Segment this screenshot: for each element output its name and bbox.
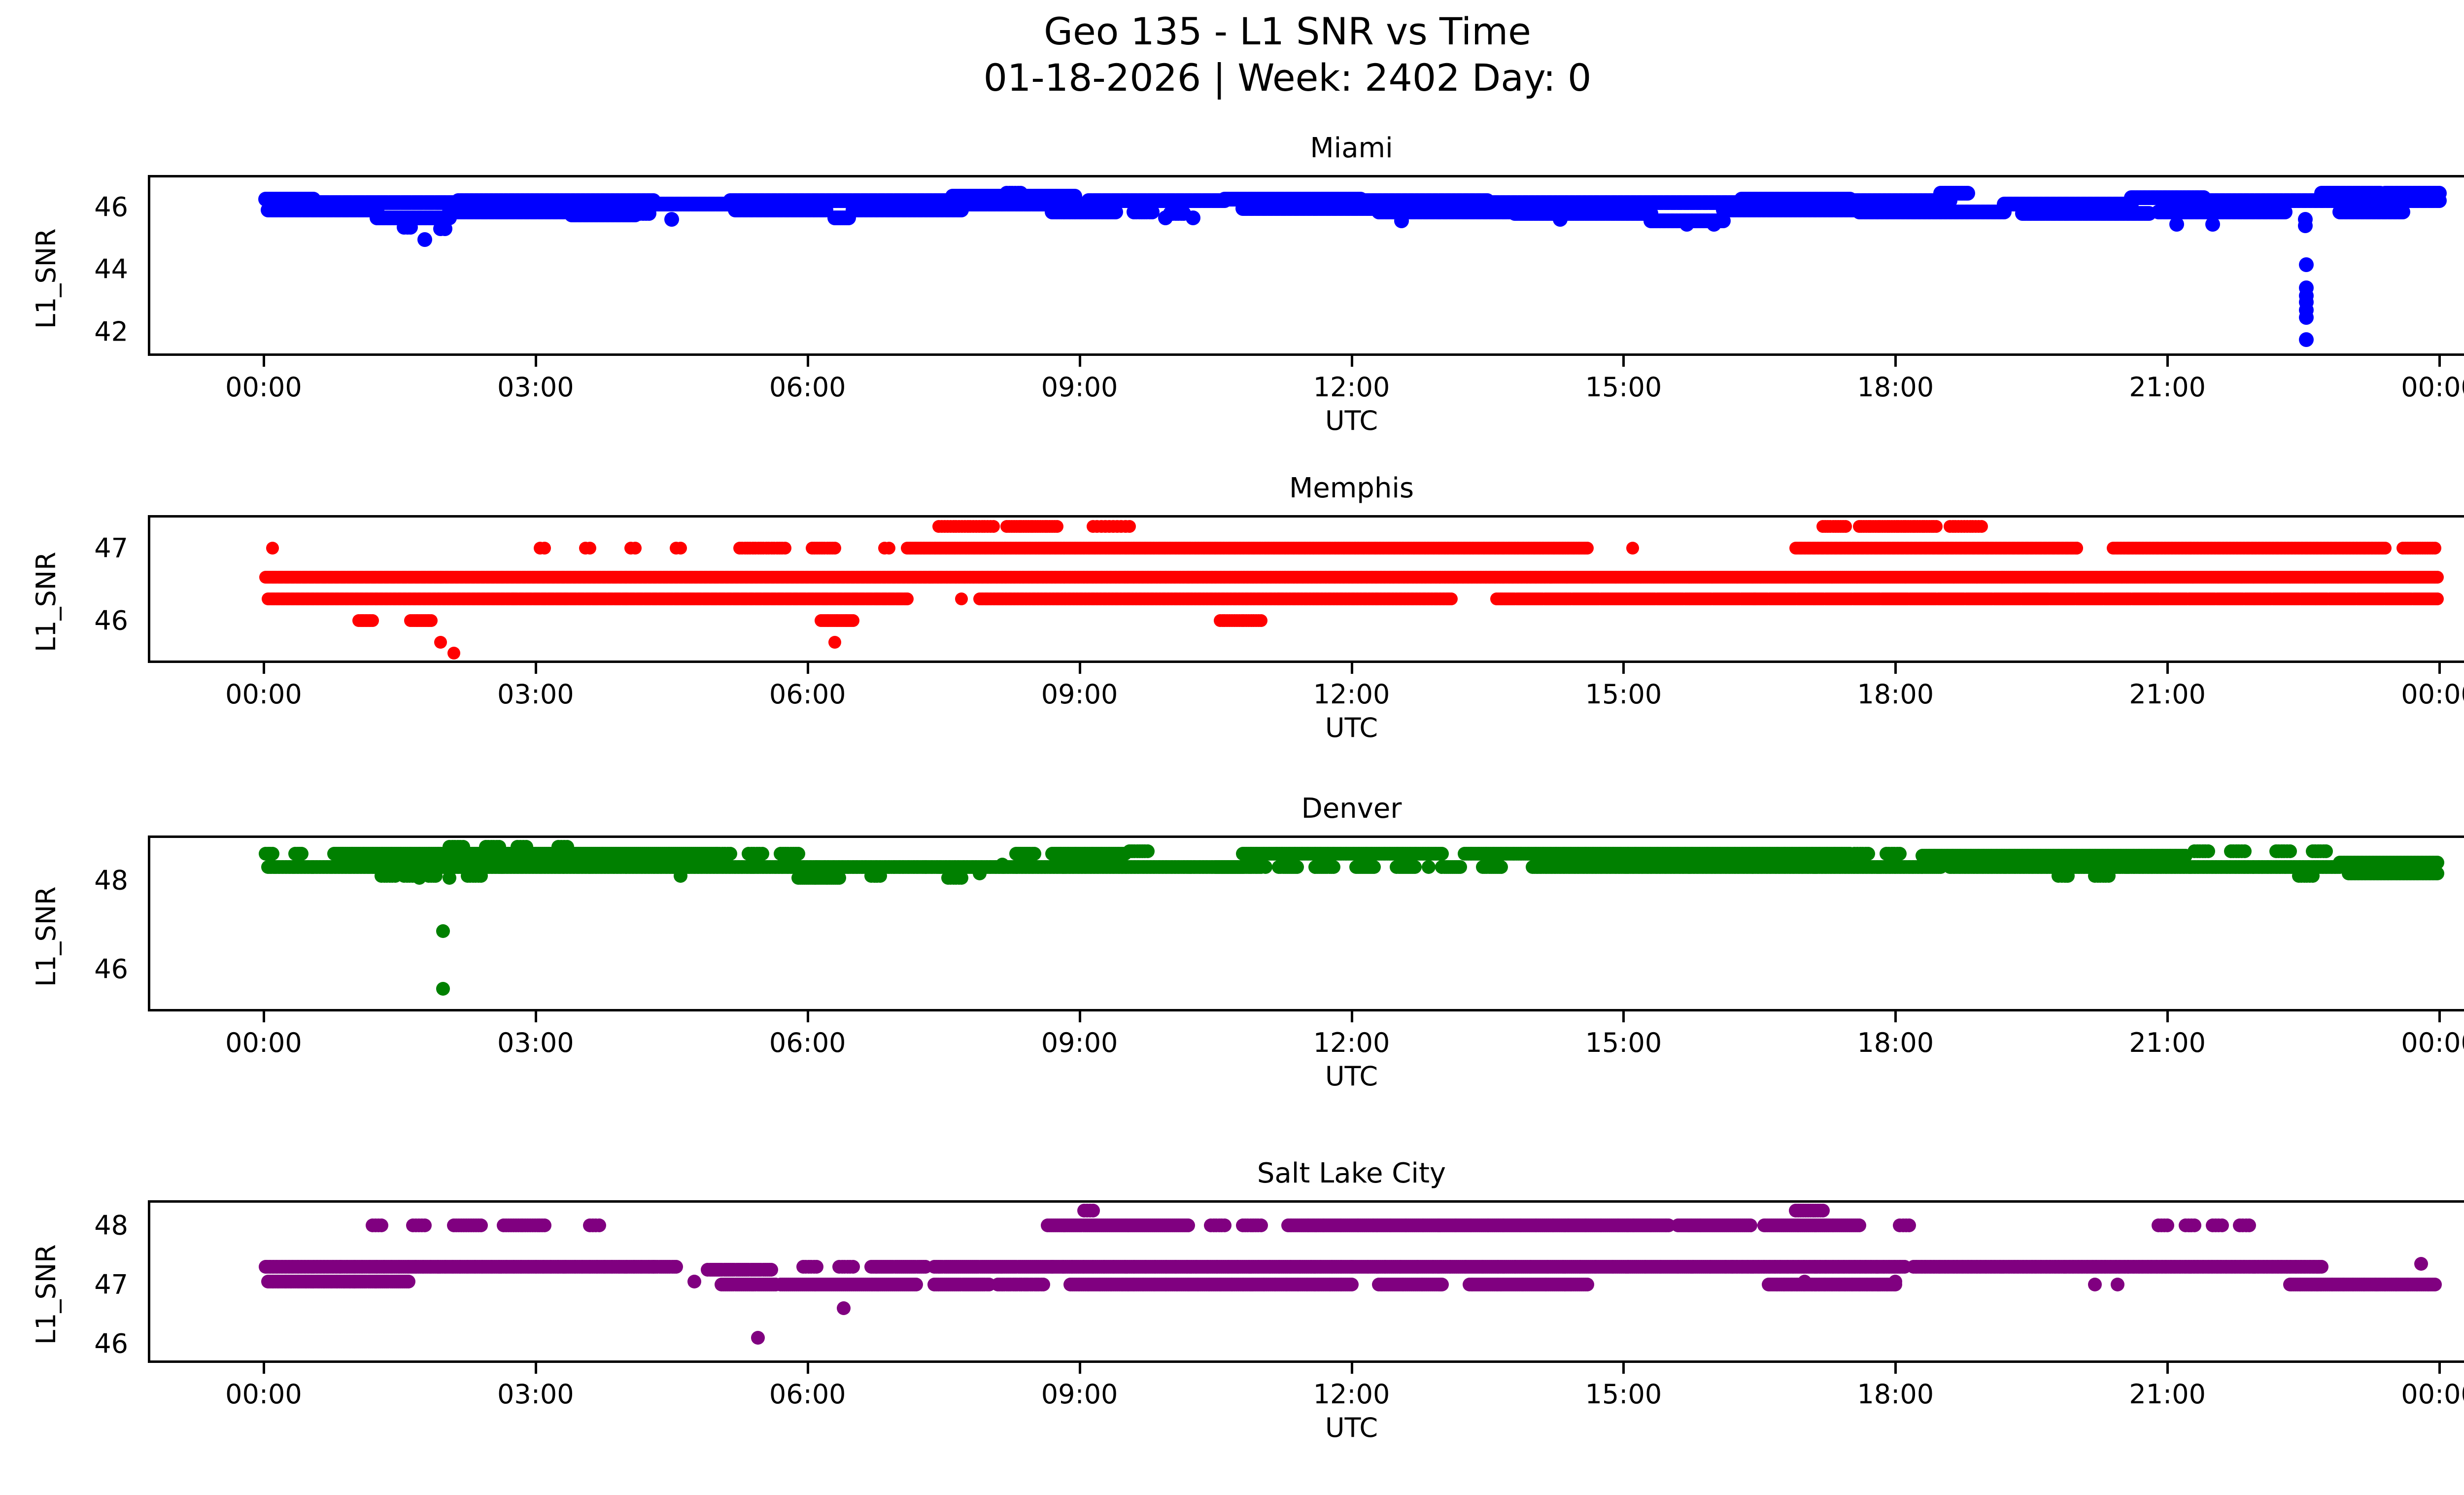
data-point [883, 541, 896, 555]
figure-title-line2: 01-18-2026 | Week: 2402 Day: 0 [983, 56, 1592, 100]
data-point [2298, 310, 2314, 325]
data-point [1050, 520, 1063, 533]
data-point [2432, 193, 2447, 209]
x-tick-mark [534, 356, 537, 367]
x-tick-mark [262, 663, 265, 674]
x-axis-label: UTC [1325, 405, 1378, 436]
figure-title-line1: Geo 135 - L1 SNR vs Time [1044, 9, 1531, 53]
x-tick-mark [2166, 356, 2169, 367]
data-point [629, 541, 642, 555]
data-point [2205, 216, 2221, 232]
y-axis-label: L1_SNR [31, 228, 62, 329]
x-tick-mark [806, 356, 809, 367]
x-tick-label: 00:00 [225, 372, 302, 403]
x-tick-label: 21:00 [2129, 372, 2206, 403]
x-tick-label: 18:00 [1857, 372, 1934, 403]
y-tick-mark [148, 268, 150, 271]
data-point [1444, 592, 1458, 605]
y-tick-label: 46 [94, 191, 128, 223]
x-tick-mark [262, 356, 265, 367]
x-tick-label: 09:00 [1041, 372, 1118, 403]
x-tick-label: 06:00 [769, 372, 846, 403]
plot-area [148, 175, 2464, 356]
x-tick-mark [1894, 356, 1897, 367]
data-point [664, 212, 679, 227]
data-point [1679, 216, 1695, 232]
data-point [987, 520, 1000, 533]
x-tick-label: 03:00 [497, 372, 574, 403]
x-tick-label: 09:00 [1041, 679, 1118, 710]
x-tick-mark [2166, 663, 2169, 674]
data-point [1123, 520, 1136, 533]
y-tick-label: 44 [94, 253, 128, 285]
x-tick-label: 03:00 [497, 679, 574, 710]
y-tick-label: 42 [94, 316, 128, 348]
x-tick-label: 21:00 [2129, 679, 2206, 710]
data-point [1013, 185, 1028, 201]
x-tick-label: 00:00 [2401, 679, 2464, 710]
data-point [828, 541, 841, 555]
y-tick-mark [148, 331, 150, 333]
x-tick-mark [1350, 663, 1353, 674]
data-point [2297, 218, 2313, 233]
x-tick-label: 12:00 [1313, 679, 1390, 710]
data-point [2169, 216, 2184, 232]
data-point [1185, 210, 1200, 226]
x-tick-label: 18:00 [1857, 679, 1934, 710]
x-tick-mark [1078, 356, 1081, 367]
x-tick-label: 15:00 [1585, 372, 1662, 403]
data-point [366, 614, 379, 627]
data-point [538, 541, 551, 555]
data-point [641, 206, 656, 221]
data-point [2298, 332, 2314, 347]
data-point [437, 221, 452, 237]
x-tick-mark [806, 663, 809, 674]
x-tick-label: 00:00 [225, 679, 302, 710]
x-tick-mark [1078, 663, 1081, 674]
data-point [425, 614, 438, 627]
data-point [778, 541, 791, 555]
data-point [1254, 614, 1267, 627]
plot-area [148, 515, 2464, 663]
x-tick-mark [534, 663, 537, 674]
x-tick-mark [2438, 663, 2441, 674]
x-tick-mark [2438, 356, 2441, 367]
data-point [1144, 204, 1160, 219]
x-tick-label: 00:00 [2401, 372, 2464, 403]
x-axis-label: UTC [1325, 712, 1378, 743]
data-point [583, 541, 597, 555]
y-axis-label: L1_SNR [31, 552, 62, 652]
data-point [403, 220, 418, 235]
x-tick-mark [1350, 356, 1353, 367]
y-tick-mark [148, 206, 150, 209]
subplot-title: Miami [1310, 132, 1393, 164]
data-point [1552, 212, 1568, 227]
data-point [1158, 210, 1173, 226]
data-point [1707, 216, 1722, 232]
data-point [1394, 213, 1409, 229]
x-tick-label: 06:00 [769, 679, 846, 710]
x-tick-label: 12:00 [1313, 372, 1390, 403]
x-tick-mark [1622, 663, 1625, 674]
data-point [1960, 185, 1976, 201]
x-tick-mark [1894, 663, 1897, 674]
x-tick-mark [1622, 356, 1625, 367]
data-point [1580, 541, 1594, 555]
x-tick-label: 15:00 [1585, 679, 1662, 710]
data-point [2298, 257, 2314, 272]
data-point [846, 614, 859, 627]
data-point [674, 541, 687, 555]
subplot-title: Memphis [1289, 472, 1414, 504]
data-point [901, 592, 914, 605]
data-point [417, 232, 433, 247]
